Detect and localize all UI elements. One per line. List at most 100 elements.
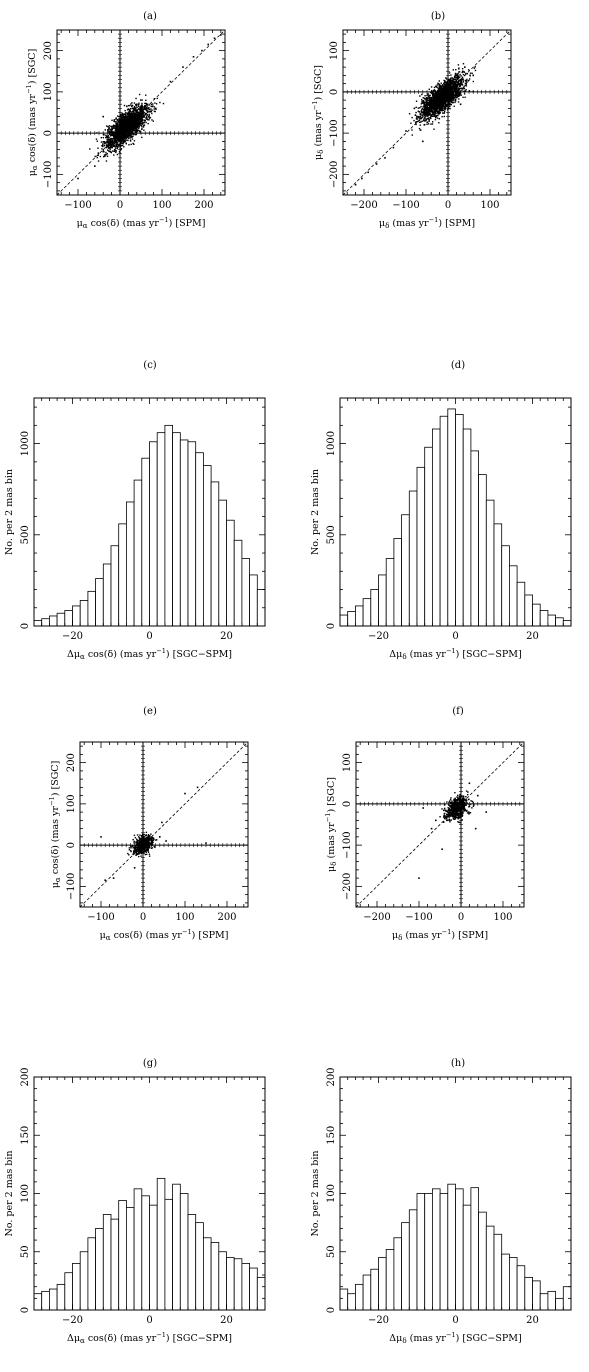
data-point: [453, 80, 455, 83]
data-point: [130, 117, 133, 119]
data-point: [450, 88, 453, 91]
data-point: [139, 107, 142, 109]
data-point: [136, 840, 139, 843]
data-point: [414, 114, 417, 116]
data-point: [447, 82, 449, 85]
data-point: [136, 843, 139, 846]
data-point: [112, 125, 115, 127]
data-point: [459, 91, 462, 93]
data-point: [437, 111, 440, 113]
data-point: [433, 102, 436, 105]
data-point: [432, 96, 434, 99]
data-point: [153, 838, 155, 841]
x-axis-label: μδ (mas yr−1) [SPM]: [379, 216, 475, 230]
data-point: [452, 79, 454, 82]
histogram-bar: [539, 610, 549, 627]
data-point: [444, 91, 447, 94]
data-point: [141, 105, 143, 107]
data-point: [454, 96, 456, 99]
data-point: [130, 124, 132, 127]
data-point: [129, 132, 131, 135]
data-point: [136, 838, 138, 840]
data-point: [113, 145, 115, 147]
data-point: [121, 132, 124, 135]
data-point: [442, 89, 444, 92]
histogram-bar: [210, 481, 220, 627]
data-point: [444, 108, 447, 110]
data-point: [121, 116, 123, 119]
data-point: [118, 140, 121, 142]
data-point: [431, 123, 434, 125]
data-point: [142, 109, 144, 111]
data-point: [116, 136, 119, 138]
data-point: [415, 111, 417, 114]
data-point: [424, 112, 426, 114]
data-point: [426, 111, 429, 113]
data-point: [458, 94, 460, 97]
data-point: [148, 835, 151, 837]
data-point: [440, 101, 442, 104]
data-point: [131, 105, 133, 107]
data-point: [449, 90, 452, 92]
data-point: [120, 137, 122, 139]
data-point: [138, 839, 141, 841]
data-point: [459, 79, 461, 81]
panel-label: (c): [143, 360, 157, 371]
data-point: [142, 115, 145, 117]
data-point: [453, 76, 456, 79]
data-point: [145, 108, 148, 110]
histogram-bar: [233, 539, 243, 627]
data-point: [127, 132, 130, 134]
data-point: [435, 91, 438, 93]
data-point: [455, 93, 458, 95]
data-point: [126, 113, 128, 115]
data-point: [115, 127, 118, 129]
data-point: [128, 128, 131, 130]
data-point: [111, 129, 113, 131]
data-point: [150, 108, 152, 110]
data-point: [102, 136, 105, 139]
data-point: [122, 139, 124, 142]
data-point: [436, 105, 438, 107]
data-point: [449, 99, 452, 101]
data-point: [133, 846, 136, 848]
data-point: [142, 836, 144, 839]
data-point: [429, 112, 431, 114]
data-point: [140, 116, 142, 119]
data-point: [437, 98, 439, 101]
data-point: [117, 129, 119, 131]
data-point: [134, 844, 137, 847]
data-point: [449, 94, 452, 97]
data-point: [439, 88, 441, 90]
data-point: [114, 132, 116, 134]
data-point: [134, 118, 136, 120]
data-point: [446, 81, 449, 83]
data-point: [439, 85, 441, 87]
data-point: [457, 72, 459, 75]
data-point: [143, 835, 145, 838]
data-point: [463, 90, 465, 93]
data-point: [112, 142, 115, 144]
data-point: [136, 117, 139, 120]
data-point: [126, 127, 128, 129]
data-point: [455, 92, 457, 94]
data-point: [438, 110, 440, 112]
data-point: [102, 115, 104, 118]
data-point: [107, 146, 109, 148]
data-point: [155, 103, 158, 105]
data-point: [427, 123, 430, 125]
data-point: [427, 115, 429, 117]
data-point: [148, 119, 150, 121]
data-point: [120, 134, 123, 136]
data-point: [457, 80, 460, 82]
data-point: [132, 142, 134, 145]
data-point: [428, 119, 430, 121]
data-point: [139, 112, 141, 114]
data-point: [424, 120, 426, 122]
data-point: [151, 840, 154, 843]
y-axis-label: No. per 2 mas bin: [4, 469, 15, 555]
data-point: [151, 103, 154, 105]
data-point: [145, 851, 147, 853]
data-point: [108, 130, 110, 133]
